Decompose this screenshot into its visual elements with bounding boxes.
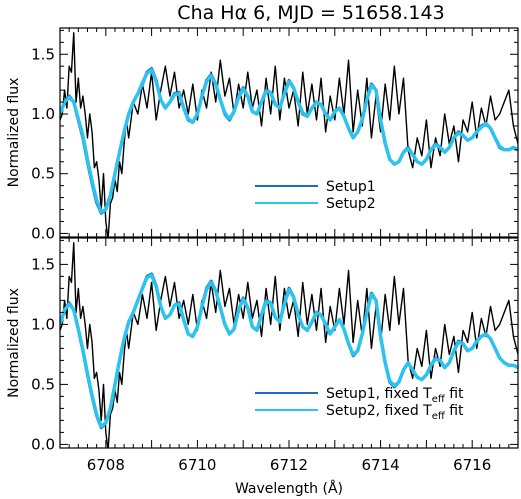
y-axis-label: Normalized flux [6, 288, 22, 398]
y-tick-label: 1.0 [31, 315, 55, 333]
x-tick-label: 6708 [87, 456, 125, 474]
legend-label: Setup1, fixed Teff fit [326, 386, 464, 405]
y-tick-label: 0.5 [31, 375, 55, 393]
series-line-observed [60, 32, 518, 237]
y-tick-label: 1.5 [31, 255, 55, 273]
y-axis-label: Normalized flux [6, 78, 22, 188]
y-tick-label: 1.0 [31, 105, 55, 123]
x-tick-label: 6714 [362, 456, 400, 474]
x-tick-label: 6710 [178, 456, 216, 474]
series-line-observed [60, 242, 518, 448]
series-line-setup2 [60, 68, 518, 214]
x-tick-label: 6712 [270, 456, 308, 474]
y-tick-label: 1.5 [31, 45, 55, 63]
bottom-panel: 0.0 0.5 1.0 1.5 6708 6710 6712 6714 6716 Normaliz… [6, 237, 519, 497]
legend-label: Setup2 [326, 196, 376, 212]
figure-title: Cha Hα 6, MJD = 51658.143 [177, 2, 444, 24]
x-tick-label: 6716 [453, 456, 491, 474]
legend-label: Setup1 [326, 179, 376, 195]
legend-label: Setup2, fixed Teff fit [326, 403, 464, 422]
y-tick-label: 0.0 [31, 224, 55, 242]
series-line-setup2 [60, 273, 518, 429]
y-tick-label: 0.5 [31, 165, 55, 183]
y-tick-label: 0.0 [31, 435, 55, 453]
x-axis-label: Wavelength (Å) [235, 480, 343, 497]
